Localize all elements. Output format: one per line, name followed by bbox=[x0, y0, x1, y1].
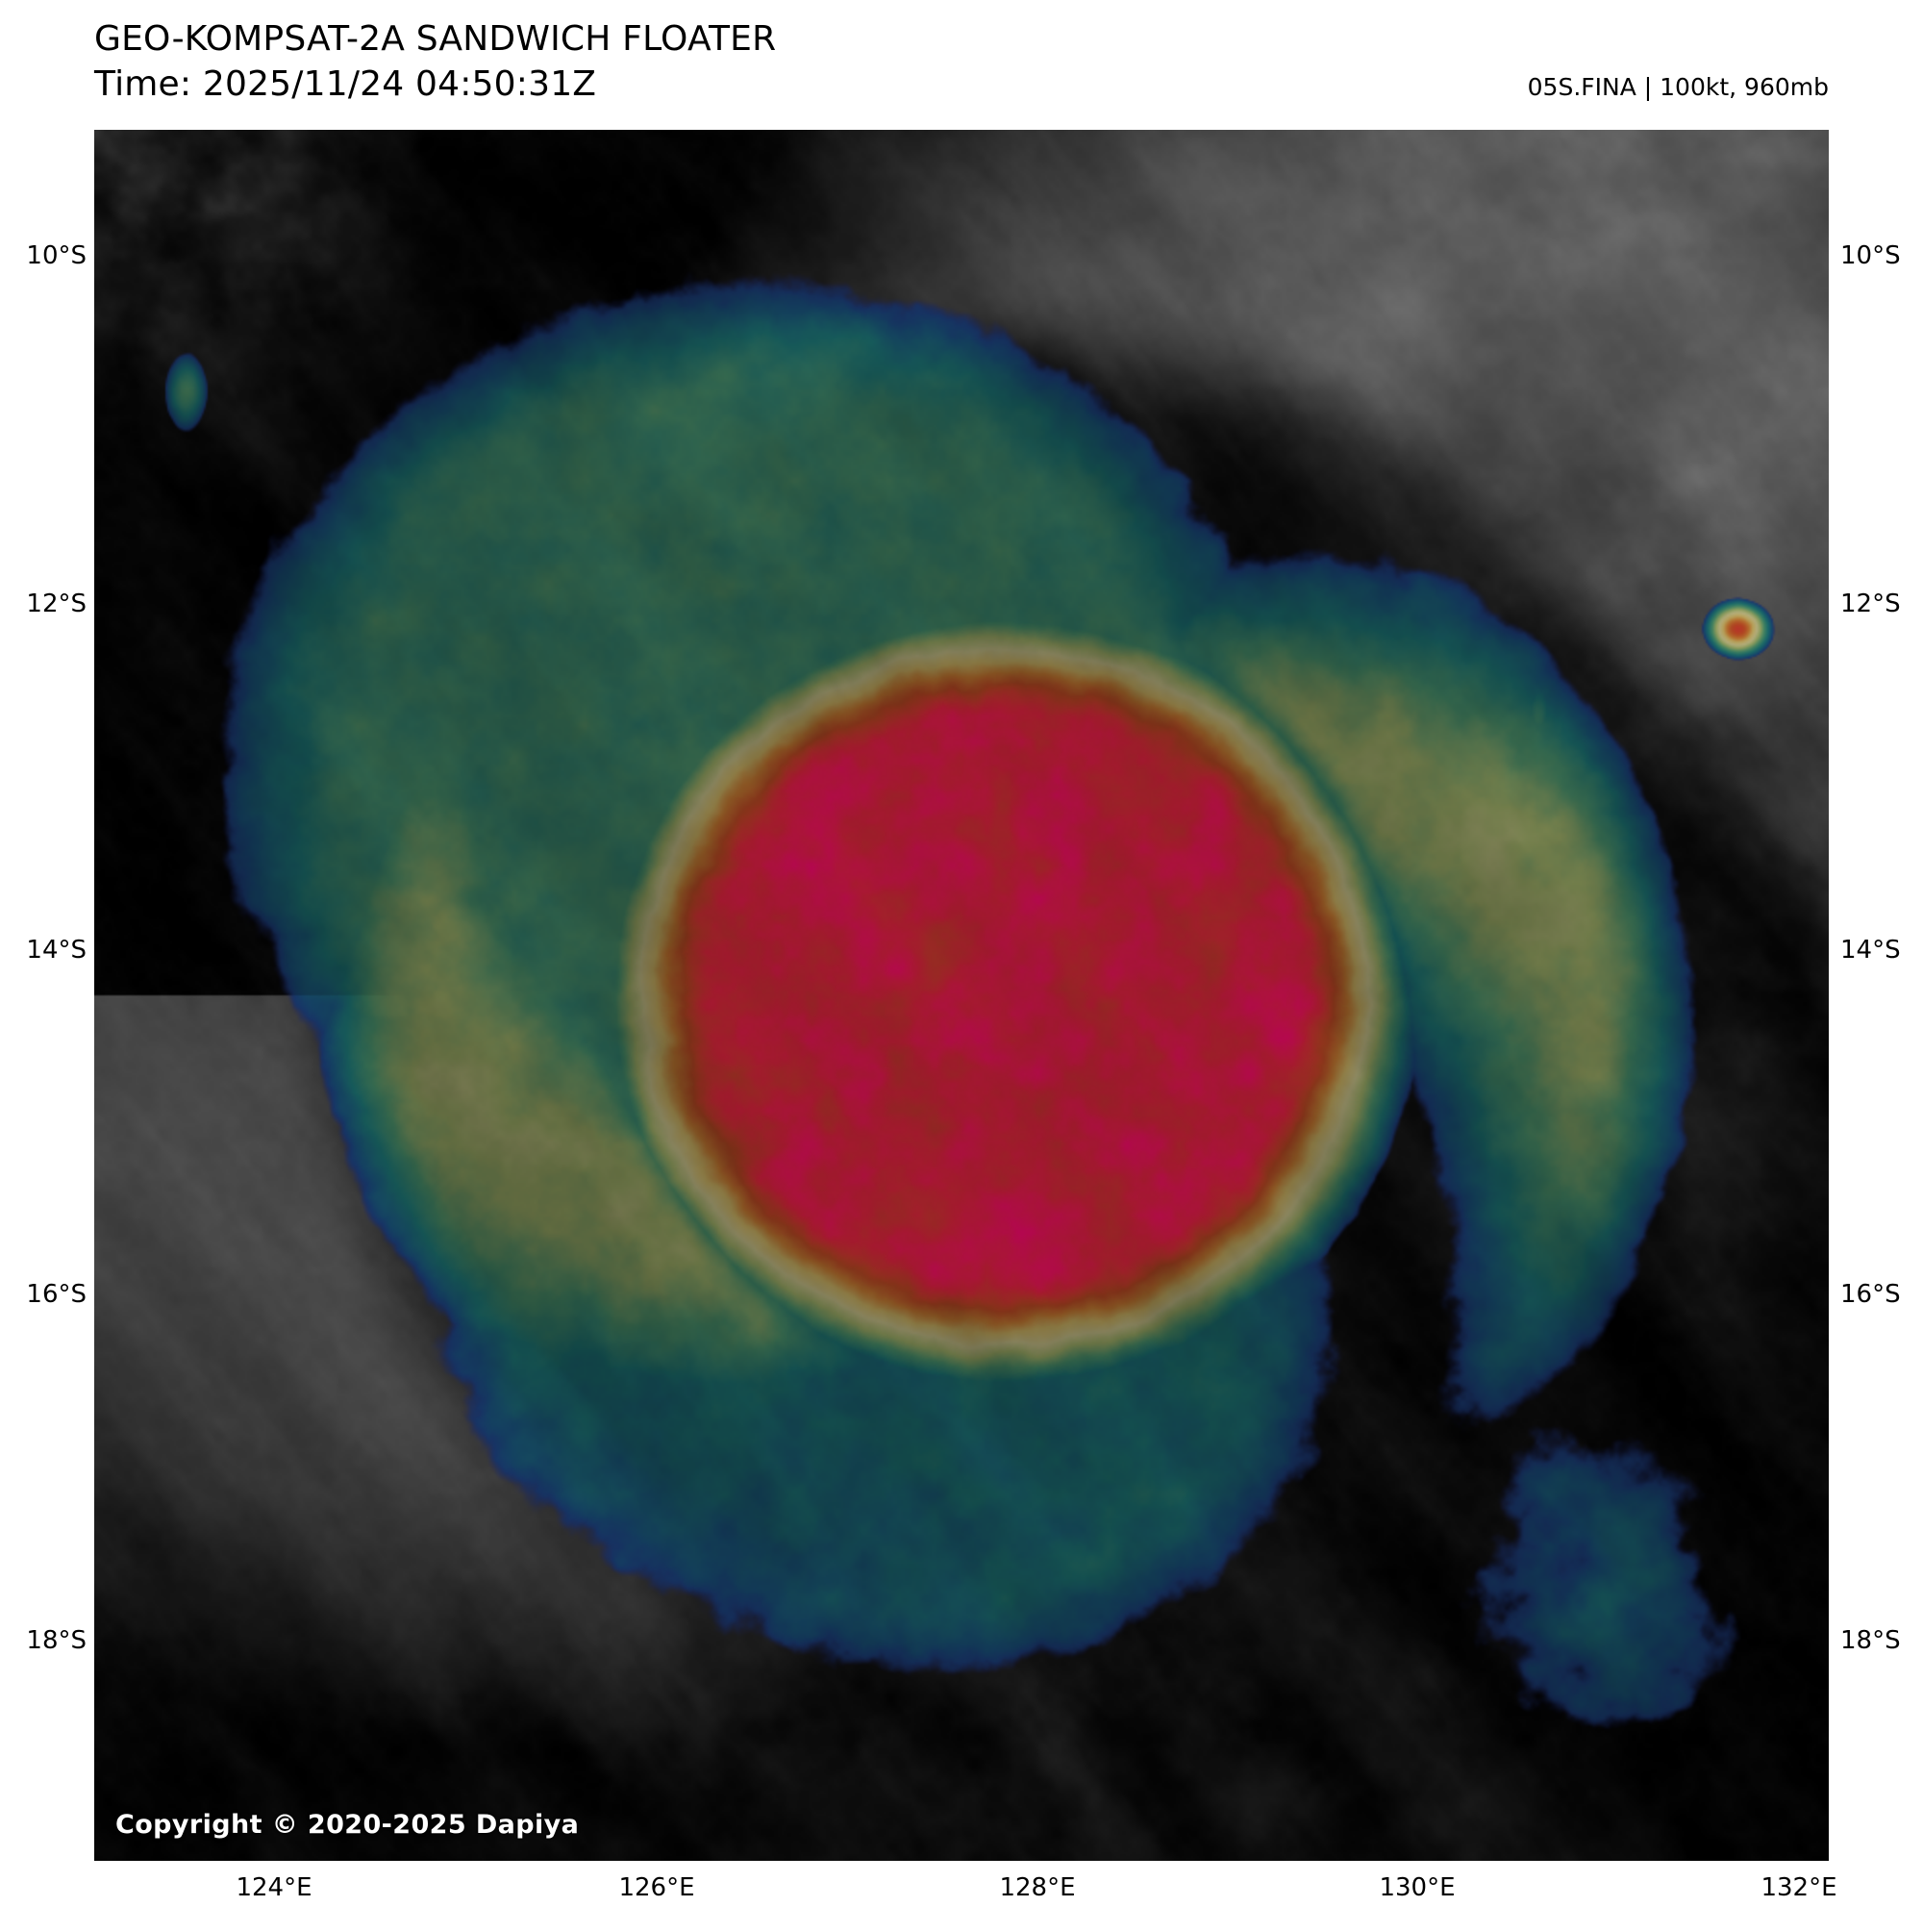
lat-tick-right: 10°S bbox=[1840, 241, 1901, 270]
lon-tick: 124°E bbox=[236, 1873, 312, 1902]
timestamp-label: Time: 2025/11/24 04:50:31Z bbox=[94, 63, 597, 104]
header: GEO-KOMPSAT-2A SANDWICH FLOATER Time: 20… bbox=[0, 0, 1923, 130]
lon-tick: 130°E bbox=[1379, 1873, 1456, 1902]
lat-tick-left: 18°S bbox=[26, 1626, 87, 1655]
lat-tick-right: 14°S bbox=[1840, 936, 1901, 965]
lon-tick: 128°E bbox=[999, 1873, 1076, 1902]
lat-tick-left: 12°S bbox=[26, 590, 87, 618]
lat-tick-left: 10°S bbox=[26, 241, 87, 270]
lat-tick-right: 12°S bbox=[1840, 590, 1901, 618]
title-block: GEO-KOMPSAT-2A SANDWICH FLOATER Time: 20… bbox=[94, 17, 776, 108]
lat-tick-right: 16°S bbox=[1840, 1280, 1901, 1309]
satellite-image-panel: Copyright © 2020-2025 Dapiya bbox=[94, 130, 1829, 1861]
lat-tick-left: 14°S bbox=[26, 936, 87, 965]
page-title: GEO-KOMPSAT-2A SANDWICH FLOATER bbox=[94, 19, 777, 59]
copyright-label: Copyright © 2020-2025 Dapiya bbox=[115, 1810, 580, 1840]
coastline-overlay bbox=[94, 130, 1829, 1861]
storm-info-label: 05S.FINA | 100kt, 960mb bbox=[1527, 73, 1829, 101]
satellite-imagery bbox=[94, 130, 1829, 1861]
lon-tick: 132°E bbox=[1761, 1873, 1837, 1902]
lat-tick-left: 16°S bbox=[26, 1280, 87, 1309]
lat-tick-right: 18°S bbox=[1840, 1626, 1901, 1655]
lon-tick: 126°E bbox=[618, 1873, 695, 1902]
